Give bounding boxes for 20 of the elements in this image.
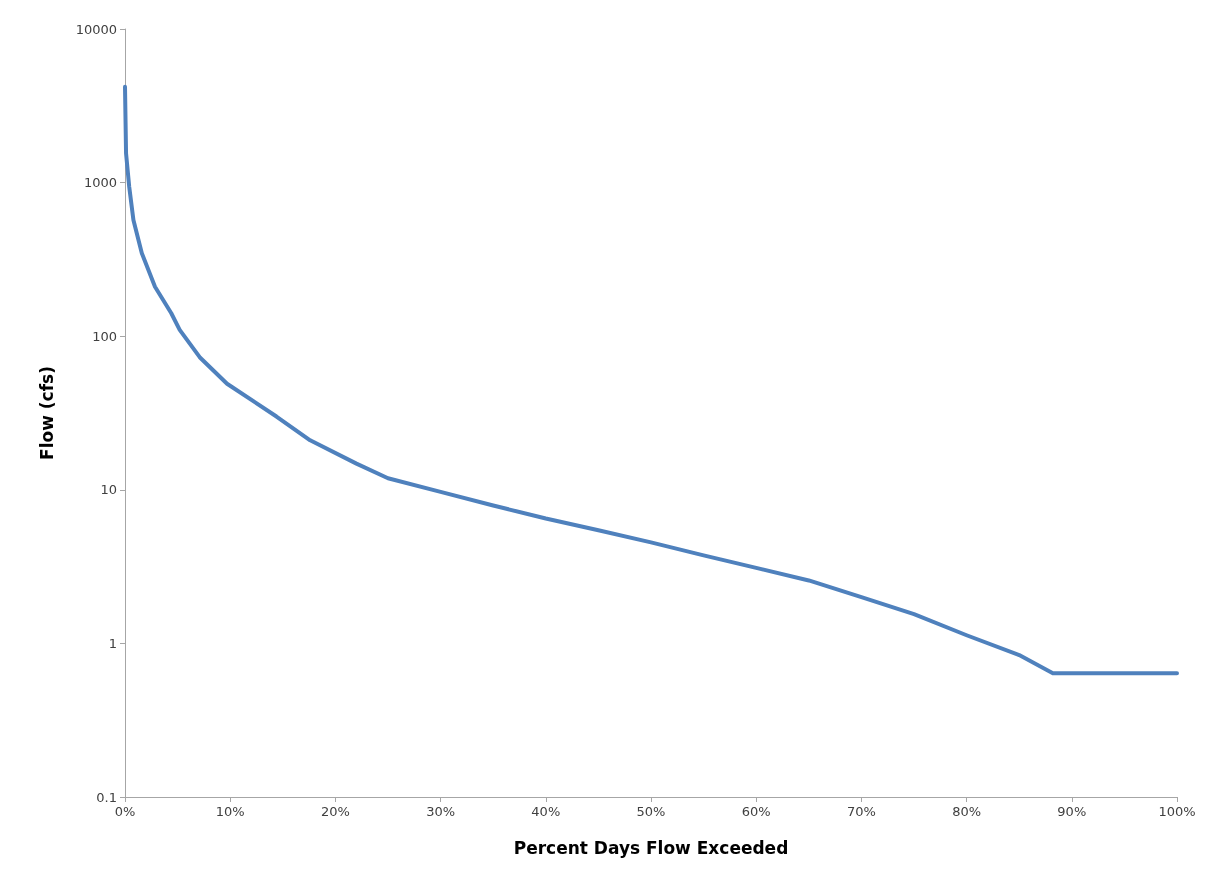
x-tick-label: 90% [1057,804,1087,819]
y-tick-label: 1 [108,635,117,651]
y-tick-label: 10 [100,482,117,498]
y-tick-label: 10000 [75,21,117,37]
x-tick-label: 70% [846,804,876,819]
y-tick-label: 0.1 [96,789,117,805]
x-tick-label: 20% [320,804,350,819]
x-tick-label: 30% [426,804,456,819]
x-tick-label: 60% [741,804,771,819]
x-tick-label: 100% [1158,804,1196,819]
line-series [123,84,1179,676]
x-tick-label: 10% [215,804,245,819]
x-axis-title: Percent Days Flow Exceeded [513,837,789,858]
y-axis-title: Flow (cfs) [36,366,57,460]
y-tick-label: 100 [92,328,117,344]
y-tick-label: 1000 [83,175,117,191]
x-tick-label: 80% [952,804,982,819]
x-tick-label: 0% [114,804,136,819]
x-tick-label: 40% [531,804,561,819]
x-tick-label: 50% [636,804,666,819]
